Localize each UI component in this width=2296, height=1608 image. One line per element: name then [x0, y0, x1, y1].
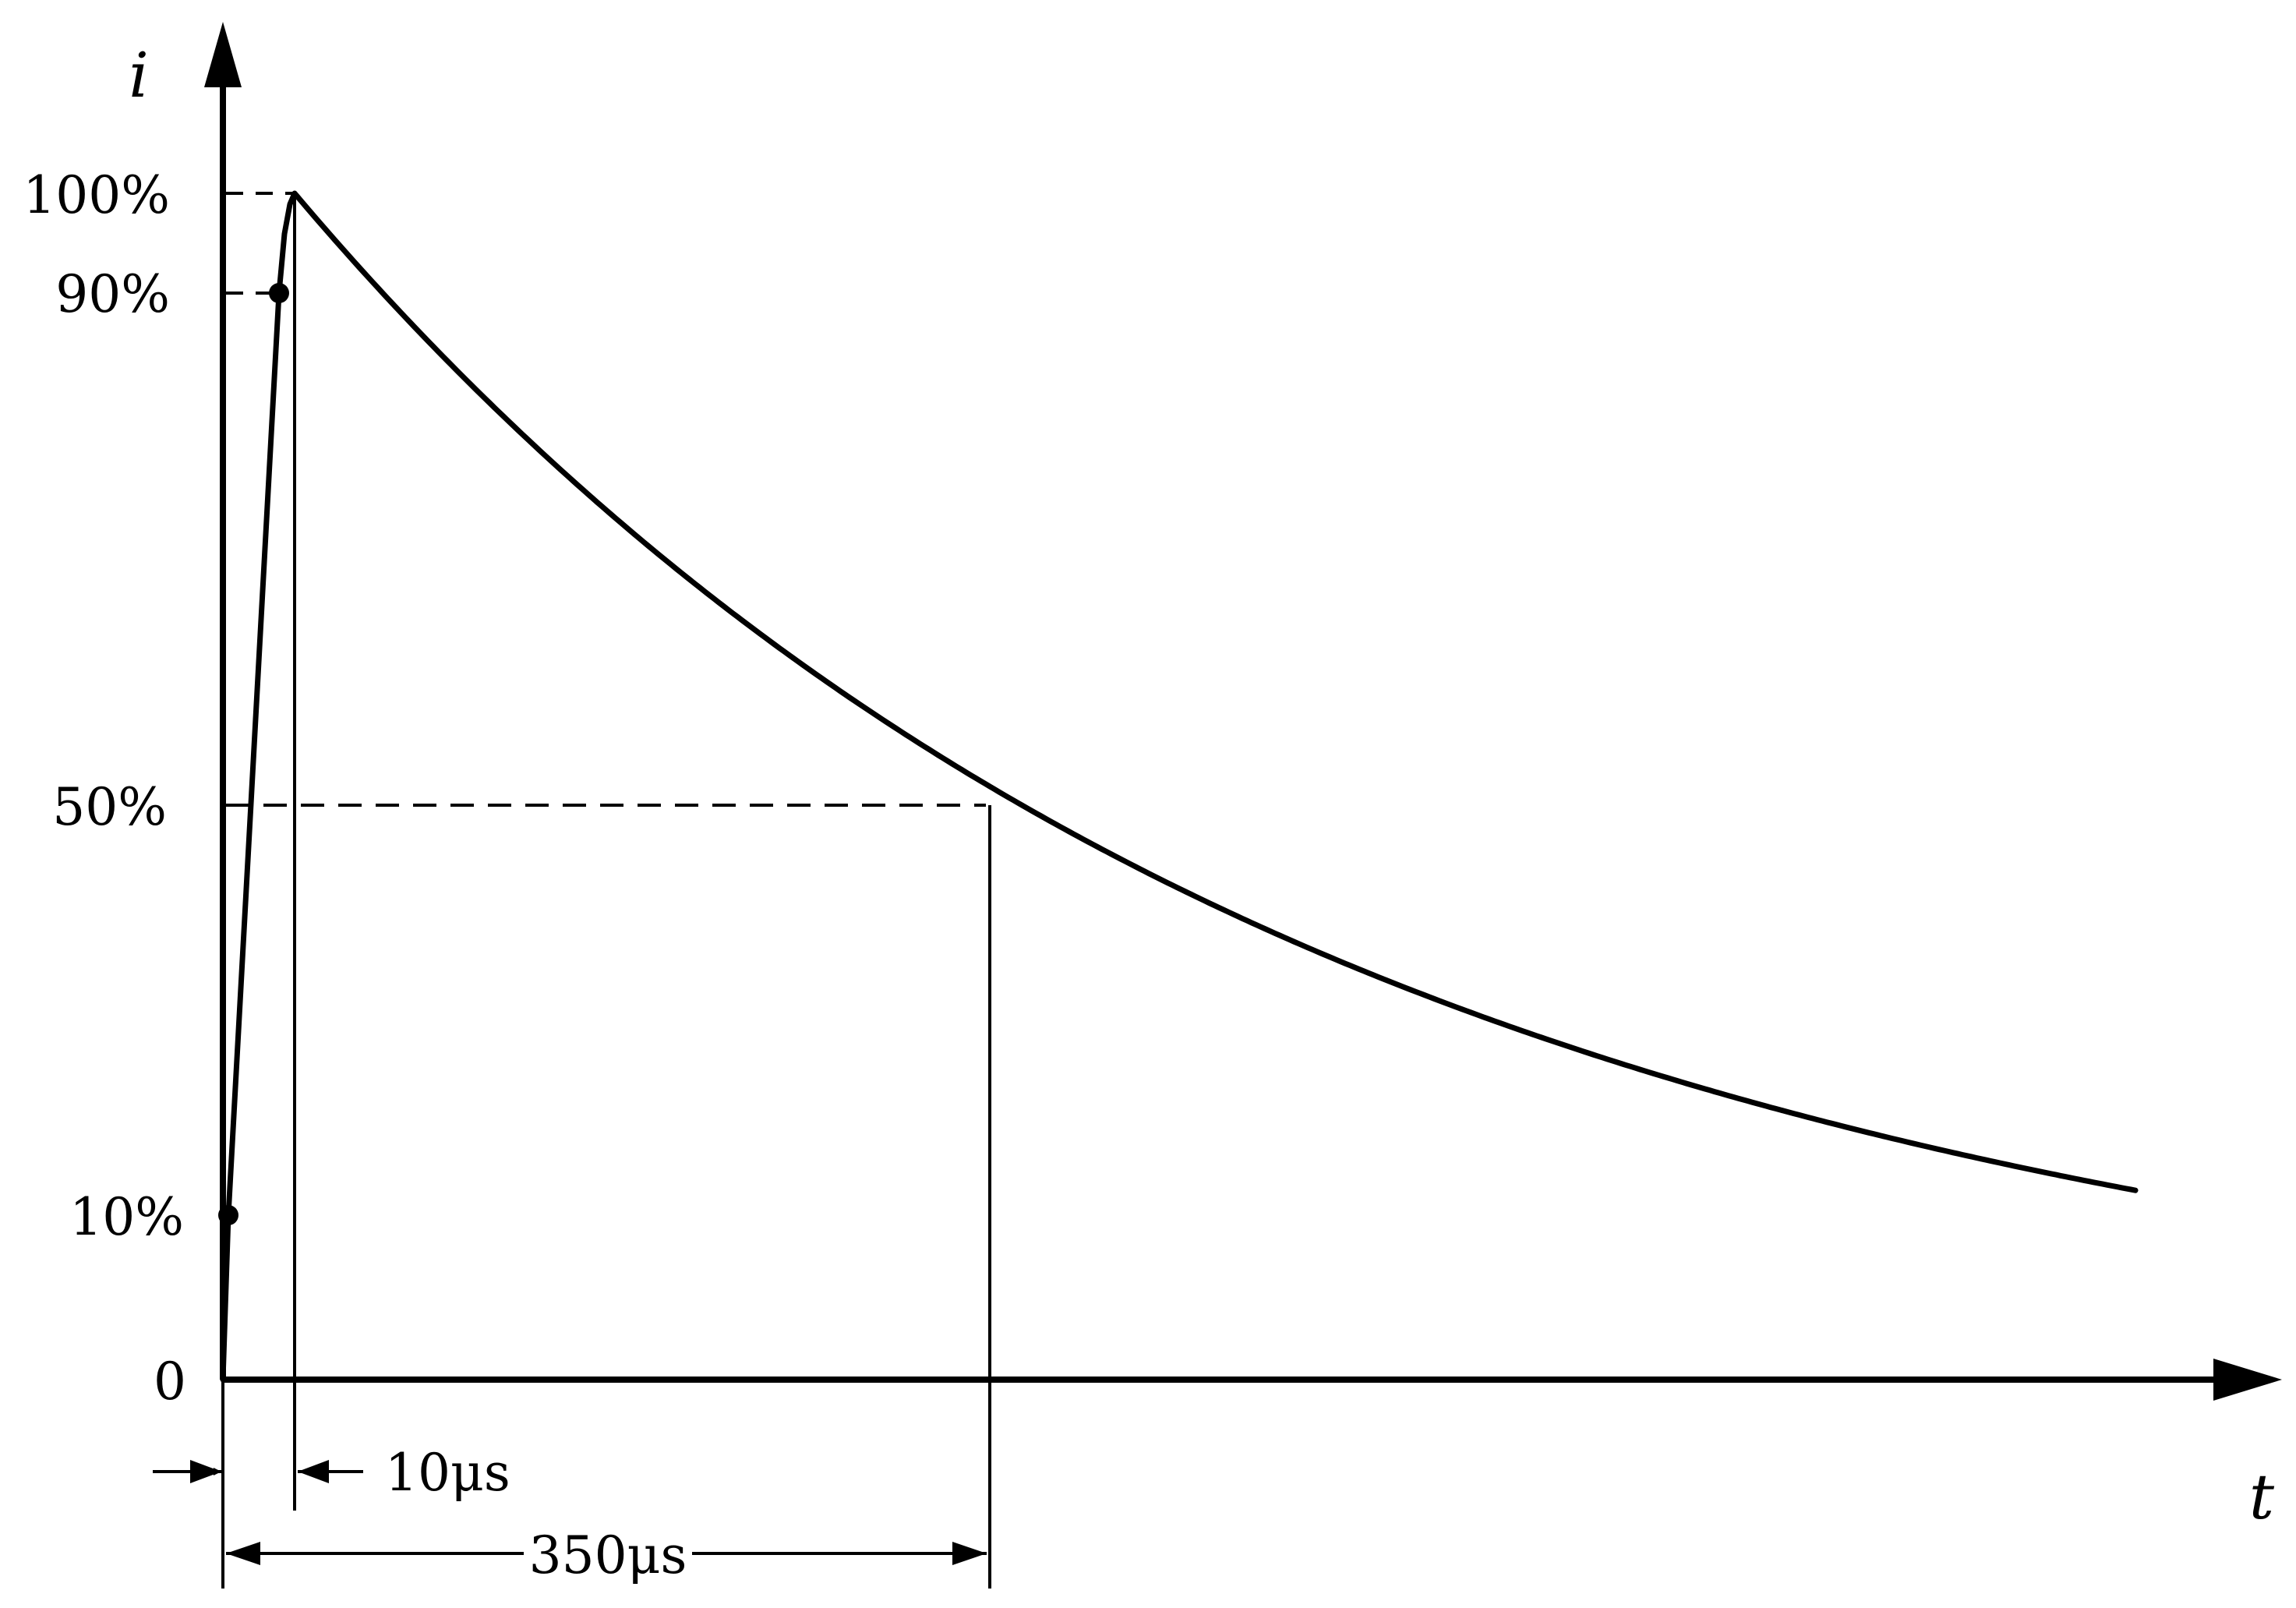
level-label-50: 50% [52, 777, 167, 837]
x-axis-arrow-icon [2213, 1359, 2282, 1401]
point-10-percent [218, 1205, 238, 1225]
waveform-curve [220, 190, 2139, 1383]
rise-time-label: 10μs [385, 1443, 510, 1503]
level-label-90: 90% [55, 264, 170, 324]
y-axis-label: i [129, 39, 149, 111]
half-value-time-label: 350μs [529, 1525, 687, 1585]
level-label-100: 100% [23, 165, 170, 225]
origin-label: 0 [154, 1352, 186, 1412]
level-label-10: 10% [69, 1187, 184, 1247]
half-value-right-arrowhead-icon [952, 1542, 987, 1565]
rise-time-right-arrowhead-icon [298, 1460, 329, 1483]
point-90-percent [269, 283, 289, 303]
x-axis-label: t [2249, 1461, 2275, 1533]
rise-time-left-arrowhead-icon [190, 1460, 221, 1483]
half-value-left-arrowhead-icon [226, 1542, 260, 1565]
y-axis-arrow-icon [204, 22, 242, 87]
